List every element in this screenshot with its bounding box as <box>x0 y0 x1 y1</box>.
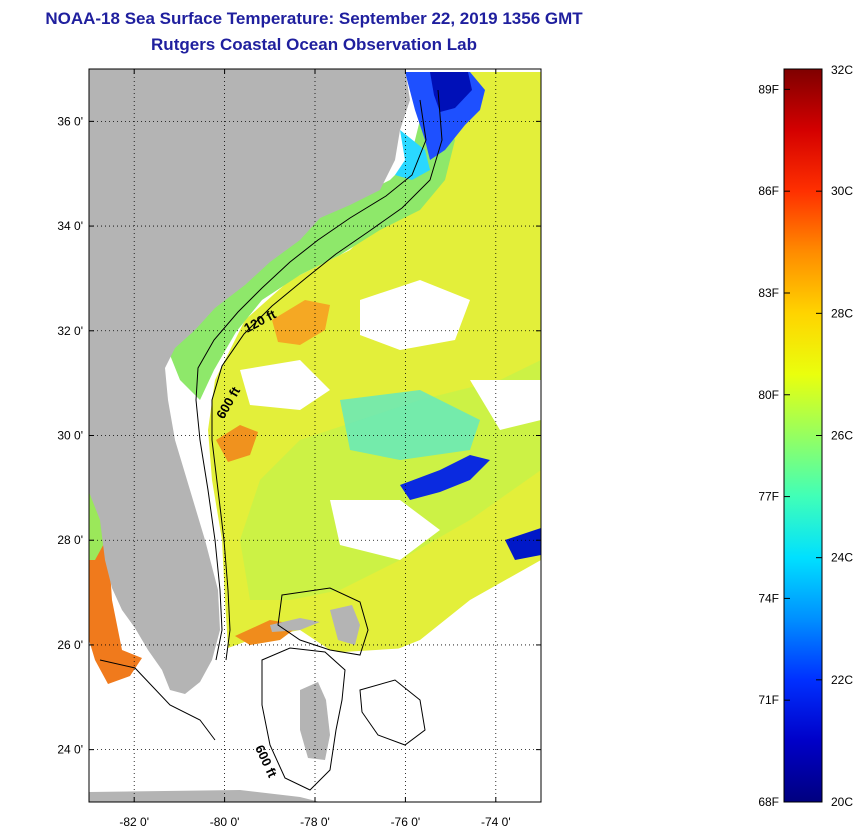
colorbar-c-label: 24C <box>831 551 853 565</box>
colorbar-f-label: 71F <box>758 693 779 707</box>
cloud-patch-3 <box>330 500 440 560</box>
y-tick-label: 30 0' <box>57 429 83 443</box>
chart-title: NOAA-18 Sea Surface Temperature: Septemb… <box>45 9 583 28</box>
x-tick-label: -74 0' <box>481 815 511 829</box>
colorbar: 32C 30C 28C 26C 24C 22C 20C 89F 86F 83F 80F 77F 74F 7… <box>758 63 853 809</box>
sst-blue-band-1 <box>400 455 490 500</box>
bathymetry-contours <box>99 89 443 791</box>
sst-cyan-coast <box>395 130 430 180</box>
cloud-south <box>210 640 541 802</box>
y-tick-label: 24 0' <box>57 743 83 757</box>
contour-120ft <box>195 99 427 661</box>
colorbar-c-label: 26C <box>831 429 853 443</box>
y-tick-label: 34 0' <box>57 219 83 233</box>
x-tick-label: -78 0' <box>300 815 330 829</box>
sst-nearshore-green <box>168 110 455 400</box>
colorbar-c-label: 32C <box>831 63 853 77</box>
contour-keys <box>99 659 216 741</box>
cloud-patch-2 <box>240 360 330 410</box>
y-tick-label: 26 0' <box>57 638 83 652</box>
sst-deep-blue-core <box>430 72 472 112</box>
sst-blue-band-2 <box>505 528 541 560</box>
land-southeast-us <box>89 69 410 694</box>
colorbar-fill <box>783 68 823 803</box>
colorbar-f-label: 74F <box>758 591 779 605</box>
sst-orange-patch-1 <box>272 300 330 345</box>
grid-lines <box>89 69 541 802</box>
contour-600ft <box>211 89 443 661</box>
y-tick-label: 28 0' <box>57 533 83 547</box>
sst-orange-patch-2 <box>216 425 258 462</box>
colorbar-f-label: 89F <box>758 82 779 96</box>
land-cuba <box>89 790 320 802</box>
x-tick-label: -76 0' <box>391 815 421 829</box>
cloud-patch-1 <box>360 280 470 350</box>
colorbar-c-label: 20C <box>831 795 853 809</box>
cloud-gulf-south <box>89 690 210 802</box>
colorbar-c-label: 28C <box>831 306 853 320</box>
x-tick-label: -80 0' <box>210 815 240 829</box>
colorbar-f-label: 80F <box>758 388 779 402</box>
sst-cyan-strip <box>340 390 480 460</box>
cloud-mask <box>89 280 541 802</box>
map-axes: -82 0' -80 0' -78 0' -76 0' -74 0' 24 0' 26 0'… <box>57 69 541 829</box>
colorbar-f-label: 77F <box>758 490 779 504</box>
land-abaco <box>330 605 360 645</box>
colorbar-f-label: 86F <box>758 184 779 198</box>
contour-bahamas-3 <box>359 679 426 746</box>
colorbar-f-label: 83F <box>758 286 779 300</box>
sst-gulf-orange <box>89 540 142 684</box>
colorbar-f-label: 68F <box>758 795 779 809</box>
colorbar-c-label: 30C <box>831 184 853 198</box>
cloud-patch-4 <box>470 380 541 430</box>
y-tick-label: 36 0' <box>57 114 83 128</box>
colorbar-c-label: 22C <box>831 673 853 687</box>
sst-gulf-green <box>89 490 106 560</box>
contour-bahamas-2 <box>277 587 369 656</box>
x-tick-label: -82 0' <box>119 815 149 829</box>
colorbar-ticks: 32C 30C 28C 26C 24C 22C 20C 89F 86F 83F 80F 77F 74F 7… <box>758 63 853 809</box>
y-tick-label: 32 0' <box>57 324 83 338</box>
chart-subtitle: Rutgers Coastal Ocean Observation Lab <box>151 35 477 54</box>
